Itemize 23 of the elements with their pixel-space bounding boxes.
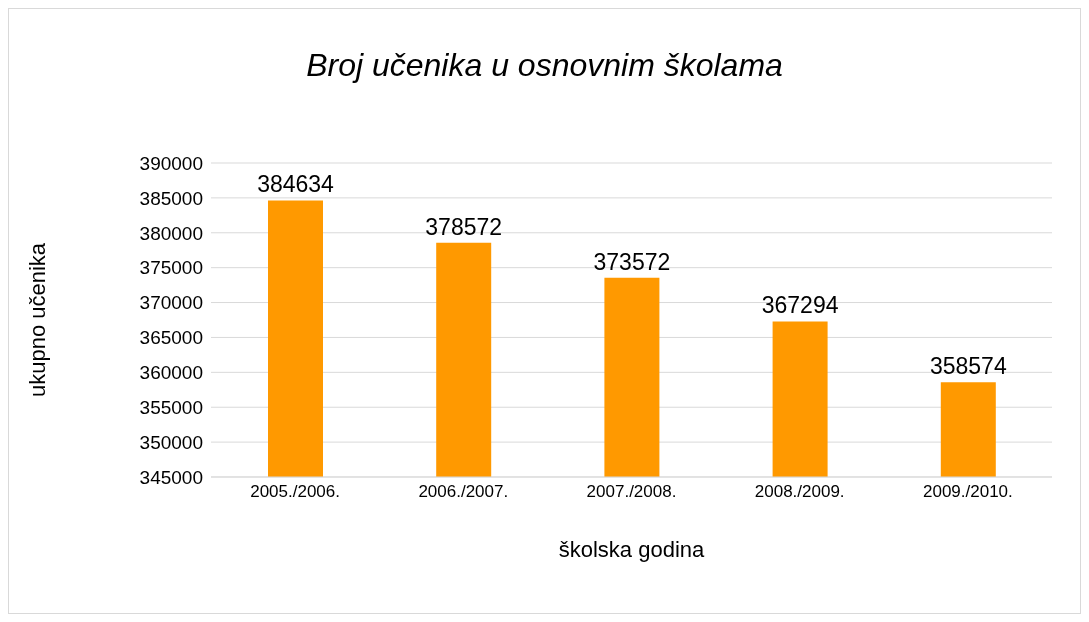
y-tick-label: 375000	[139, 257, 203, 279]
y-tick-label: 350000	[139, 431, 203, 453]
data-label: 367294	[761, 292, 839, 319]
y-tick-label: 360000	[139, 362, 203, 384]
data-label: 373572	[593, 248, 671, 275]
x-tick-label: 2006./2007.	[418, 482, 509, 502]
data-label: 384634	[257, 171, 335, 198]
y-tick-label: 390000	[139, 152, 203, 174]
data-label: 378572	[425, 213, 503, 240]
x-tick-label: 2008./2009.	[754, 482, 845, 502]
chart-title: Broj učenika u osnovnim školama	[305, 47, 784, 85]
x-tick-label: 2007./2008.	[586, 482, 677, 502]
x-tick-label: 2005./2006.	[250, 482, 341, 502]
x-axis-title: školska godina	[558, 537, 706, 562]
y-tick-label: 370000	[139, 292, 203, 314]
y-tick-label: 385000	[139, 187, 203, 209]
x-tick-label: 2009./2010.	[922, 482, 1013, 502]
y-tick-label: 345000	[139, 466, 203, 488]
y-tick-label: 380000	[139, 222, 203, 244]
y-axis-title: ukupno učenika	[24, 242, 50, 398]
y-tick-label: 365000	[139, 327, 203, 349]
y-tick-label: 355000	[139, 396, 203, 418]
data-label: 358574	[929, 353, 1007, 380]
